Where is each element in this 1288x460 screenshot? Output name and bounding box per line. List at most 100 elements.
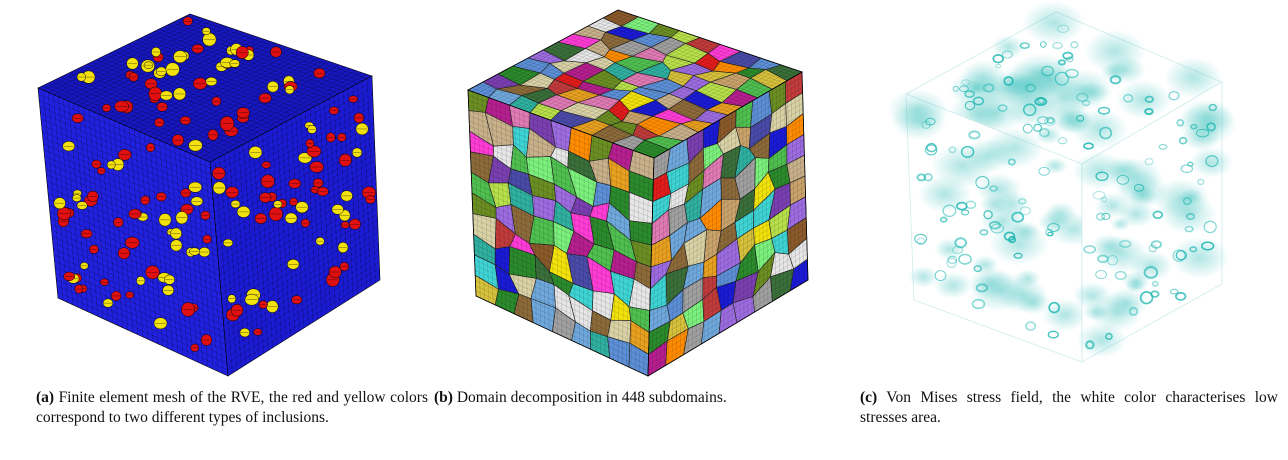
stress-ring <box>1148 244 1157 253</box>
stress-ring <box>1047 223 1060 232</box>
stress-ring <box>1003 76 1014 86</box>
stress-ring <box>1085 340 1095 350</box>
caption-a-label: (a) <box>36 389 55 406</box>
caption-c: (c) Von Mises stress field, the white co… <box>860 388 1278 428</box>
stress-ring <box>1169 288 1179 295</box>
caption-b-text: Domain decomposition in 448 subdomains. <box>456 389 727 406</box>
stress-ring <box>948 146 957 154</box>
cube-face-top <box>905 1 1223 165</box>
stress-ring <box>975 176 990 189</box>
caption-a: (a) Finite element mesh of the RVE, the … <box>36 388 428 428</box>
stress-ring <box>1182 197 1192 206</box>
stress-ring <box>1144 158 1154 166</box>
stress-ring <box>995 64 1002 69</box>
stress-ring <box>925 144 938 156</box>
stress-ring <box>1008 235 1017 244</box>
stress-ring <box>1133 183 1145 192</box>
stress-ring <box>1119 239 1132 249</box>
panel-a: (a) Finite element mesh of the RVE, the … <box>0 0 430 460</box>
stress-halo <box>1004 89 1060 128</box>
stress-ring <box>1065 56 1074 63</box>
stress-ring <box>975 283 989 293</box>
stress-ring <box>960 209 970 216</box>
stress-ring <box>923 173 933 182</box>
stress-ring <box>1041 65 1054 77</box>
caption-c-label: (c) <box>860 389 878 406</box>
stress-ring <box>942 204 957 218</box>
stress-ring <box>1101 212 1111 220</box>
stress-ring <box>947 255 958 264</box>
stress-halo <box>1090 233 1128 260</box>
stress-ring <box>1099 126 1113 140</box>
rve-mesh-figure <box>37 13 381 377</box>
stress-ring <box>1175 249 1187 261</box>
stress-ring <box>1184 225 1194 233</box>
stress-halo <box>1022 1 1085 45</box>
stress-ring <box>1190 123 1198 130</box>
stress-halo <box>1035 125 1063 145</box>
cube-face-top <box>37 13 373 163</box>
stress-ring <box>1175 291 1187 301</box>
cube-face-right <box>1072 81 1238 363</box>
stress-ring <box>1022 103 1037 117</box>
stress-ring <box>1083 245 1096 254</box>
stress-ring <box>1168 90 1180 101</box>
stress-ring <box>1097 106 1111 115</box>
stress-ring <box>960 145 975 158</box>
stress-ring <box>1033 123 1043 132</box>
stress-ring <box>1208 103 1217 112</box>
domain-decomposition-figure <box>467 9 809 377</box>
stress-ring <box>1139 291 1154 305</box>
stress-halo <box>984 127 1044 169</box>
stress-ring <box>1007 158 1016 166</box>
cube-face-right <box>647 71 809 377</box>
stress-ring <box>1047 231 1054 237</box>
stress-halo <box>1169 236 1230 279</box>
stress-halo <box>971 255 999 275</box>
stress-ring <box>961 79 971 86</box>
stress-ring <box>1017 198 1027 205</box>
stress-ring <box>1206 122 1216 132</box>
stress-ring <box>916 173 927 182</box>
panel-b: (b) Domain decomposition in 448 subdomai… <box>430 0 860 460</box>
stress-halo <box>1083 302 1109 321</box>
stress-halo <box>1106 56 1146 84</box>
stress-ring <box>992 54 1004 64</box>
stress-halo <box>1054 69 1113 111</box>
stress-ring <box>979 229 989 236</box>
panel-c: (c) Von Mises stress field, the white co… <box>860 0 1288 460</box>
stress-ring <box>1158 143 1168 150</box>
stress-ring <box>1011 211 1025 223</box>
stress-ring <box>973 265 982 273</box>
stress-halo <box>1104 287 1148 319</box>
stress-halo <box>1016 290 1051 315</box>
stress-ring <box>1104 332 1113 341</box>
stress-halo <box>1115 80 1172 120</box>
stress-ring <box>1019 206 1031 216</box>
stress-halo <box>1094 193 1131 219</box>
stress-ring <box>982 83 995 93</box>
stress-ring <box>1096 254 1109 263</box>
stress-ring <box>1203 220 1217 234</box>
stress-ring <box>916 237 926 246</box>
stress-halo <box>1125 278 1146 293</box>
stress-halo <box>1041 298 1089 332</box>
stress-ring <box>1151 280 1159 287</box>
stress-ring <box>1172 249 1186 262</box>
caption-b-label: (b) <box>434 389 453 406</box>
stress-ring <box>1070 41 1079 49</box>
stress-halo <box>991 35 1026 59</box>
stress-ring <box>1095 212 1106 221</box>
stress-halo <box>891 101 947 141</box>
stress-ring <box>1038 166 1050 176</box>
stress-ring <box>1019 42 1030 49</box>
stress-ring <box>1047 330 1059 339</box>
stress-halo <box>934 238 965 260</box>
stress-ring <box>1152 210 1164 220</box>
stress-halo <box>1042 157 1068 175</box>
stress-halo <box>1110 216 1131 232</box>
cube-face-left <box>37 87 229 377</box>
stress-ring <box>925 117 936 126</box>
stress-ring <box>1195 128 1210 138</box>
stress-ring <box>1095 269 1107 280</box>
